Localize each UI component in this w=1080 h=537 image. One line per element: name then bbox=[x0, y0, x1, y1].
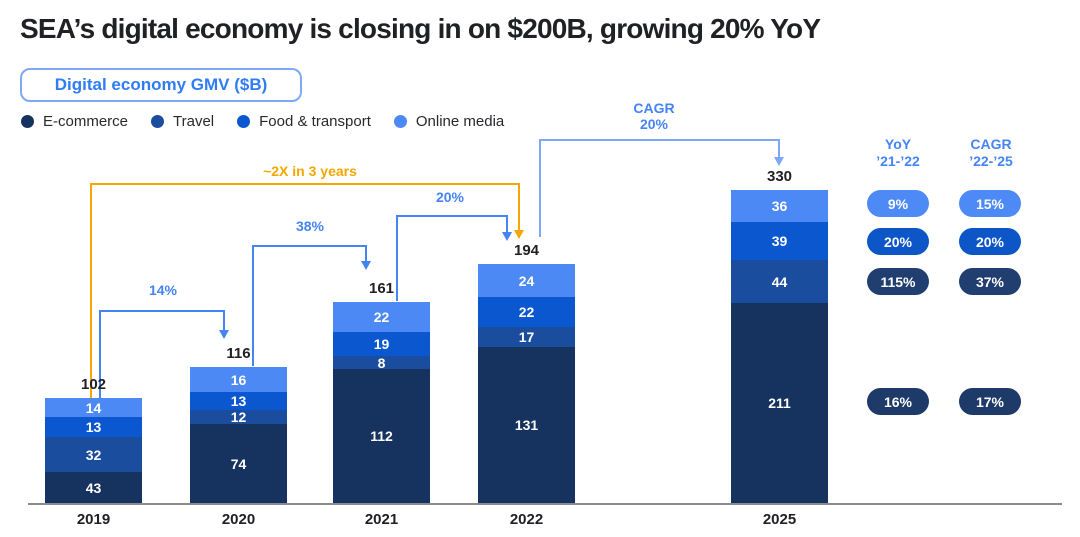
legend-dot-food-transport-icon bbox=[237, 115, 251, 128]
x-axis-label-2020: 2020 bbox=[221, 511, 256, 528]
bar-2020-segment-e-commerce: 74 bbox=[190, 424, 287, 503]
yoy-pill-online-media: 9% bbox=[867, 190, 929, 217]
legend-item-e-commerce: E-commerce bbox=[21, 113, 128, 130]
label-2x-3years: ~2X in 3 years bbox=[263, 163, 357, 179]
cagr-pill-travel: 37% bbox=[959, 268, 1021, 295]
bar-2025-segment-food-transport: 39 bbox=[731, 222, 828, 260]
gmv-badge: Digital economy GMV ($B) bbox=[20, 68, 302, 102]
legend-item-food-transport: Food & transport bbox=[237, 113, 371, 130]
x-axis-label-2021: 2021 bbox=[364, 511, 399, 528]
bar-2022: 24 22 17 131 bbox=[478, 264, 575, 503]
legend-dot-online-media-icon bbox=[393, 115, 407, 128]
bar-total-2019: 102 bbox=[80, 376, 107, 393]
bar-2019-segment-e-commerce: 43 bbox=[45, 472, 142, 503]
bar-2020-segment-food-transport: 13 bbox=[190, 392, 287, 410]
legend-label-e-commerce: E-commerce bbox=[43, 113, 129, 130]
bar-total-2025: 330 bbox=[766, 168, 793, 185]
bar-2025-segment-travel: 44 bbox=[731, 260, 828, 303]
legend-dot-e-commerce-icon bbox=[21, 115, 34, 128]
label-cagr-value: 20% bbox=[639, 116, 669, 132]
stats-header-cagr-subtitle: ’22-’25 bbox=[969, 153, 1013, 169]
bar-2020-segment-travel: 12 bbox=[190, 409, 287, 425]
bar-2025-segment-online-media: 36 bbox=[731, 190, 828, 222]
bar-2025-segment-e-commerce: 211 bbox=[731, 303, 828, 503]
bar-total-2022: 194 bbox=[513, 242, 540, 259]
arrowhead-20pct bbox=[502, 232, 512, 241]
bar-2021: 22 19 8 112 bbox=[333, 302, 430, 503]
gmv-badge-label: Digital economy GMV ($B) bbox=[54, 75, 268, 94]
label-cagr-title: CAGR bbox=[633, 100, 675, 116]
bar-2022-segment-online-media: 24 bbox=[478, 264, 575, 297]
legend-label-travel: Travel bbox=[173, 113, 215, 130]
legend-item-travel: Travel bbox=[151, 113, 214, 130]
arrowhead-2x-3years bbox=[514, 230, 524, 239]
arrowhead-cagr bbox=[774, 157, 784, 166]
bar-2019-segment-travel: 32 bbox=[45, 437, 142, 472]
bar-2021-segment-food-transport: 19 bbox=[333, 332, 430, 356]
legend-item-online-media: Online media bbox=[393, 113, 505, 130]
bar-2019: 14 13 32 43 bbox=[45, 398, 142, 503]
legend-dot-travel-icon bbox=[151, 115, 165, 128]
legend-label-food-transport: Food & transport bbox=[259, 113, 371, 130]
arrowhead-38pct bbox=[361, 261, 371, 270]
bar-2025: 36 39 44 211 bbox=[731, 190, 828, 503]
label-growth-2020-2021: 38% bbox=[295, 218, 325, 234]
yoy-pill-e-commerce: 16% bbox=[867, 388, 929, 415]
yoy-pill-travel: 115% bbox=[867, 268, 929, 295]
x-axis-label-2022: 2022 bbox=[509, 511, 544, 528]
page-title: SEA’s digital economy is closing in on $… bbox=[20, 13, 821, 44]
stats-header-yoy: YoY ’21-’22 bbox=[858, 136, 938, 170]
x-axis-line bbox=[28, 503, 1062, 505]
label-cagr: CAGR 20% bbox=[614, 100, 694, 132]
bar-2022-segment-food-transport: 22 bbox=[478, 297, 575, 327]
label-growth-2019-2020: 14% bbox=[148, 282, 178, 298]
bar-2021-segment-e-commerce: 112 bbox=[333, 369, 430, 503]
stats-header-yoy-title: YoY bbox=[884, 136, 912, 152]
bar-2021-segment-online-media: 22 bbox=[333, 302, 430, 332]
yoy-pill-food-transport: 20% bbox=[867, 228, 929, 255]
bar-2021-segment-travel: 8 bbox=[333, 355, 430, 371]
arrowhead-14pct bbox=[219, 330, 229, 339]
x-axis-label-2019: 2019 bbox=[76, 511, 111, 528]
bar-total-2020: 116 bbox=[226, 345, 251, 362]
cagr-pill-e-commerce: 17% bbox=[959, 388, 1021, 415]
bar-2020: 16 13 12 74 bbox=[190, 367, 287, 503]
x-axis-label-2025: 2025 bbox=[762, 511, 797, 528]
stats-header-cagr-title: CAGR bbox=[970, 136, 1012, 152]
bar-2022-segment-travel: 17 bbox=[478, 327, 575, 347]
cagr-pill-food-transport: 20% bbox=[959, 228, 1021, 255]
bar-total-2021: 161 bbox=[368, 280, 395, 297]
bar-2022-segment-e-commerce: 131 bbox=[478, 347, 575, 503]
cagr-pill-online-media: 15% bbox=[959, 190, 1021, 217]
stats-header-yoy-subtitle: ’21-’22 bbox=[876, 153, 920, 169]
legend: E-commerce Travel Food & transport Online m… bbox=[21, 113, 504, 130]
bar-2020-segment-online-media: 16 bbox=[190, 367, 287, 392]
legend-label-online-media: Online media bbox=[415, 113, 505, 130]
bar-2019-segment-online-media: 14 bbox=[45, 398, 142, 417]
bar-2019-segment-food-transport: 13 bbox=[45, 417, 142, 437]
label-growth-2021-2022: 20% bbox=[435, 189, 465, 205]
stats-header-cagr: CAGR ’22-’25 bbox=[951, 136, 1031, 170]
